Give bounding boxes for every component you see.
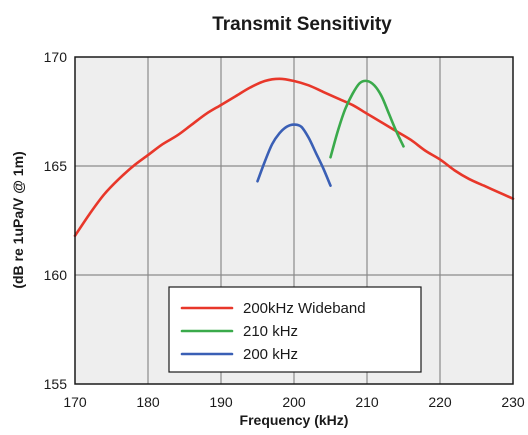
x-tick-label: 230 [501,394,525,410]
x-axis-label: Frequency (kHz) [240,412,349,428]
legend-label: 200kHz Wideband [243,300,366,317]
y-tick-label: 165 [44,158,68,174]
x-tick-label: 210 [355,394,379,410]
x-tick-label: 180 [136,394,160,410]
y-axis-label: (dB re 1uPa/V @ 1m) [10,151,26,288]
y-tick-label: 160 [44,267,68,283]
chart-title: Transmit Sensitivity [212,14,392,35]
x-tick-label: 220 [428,394,452,410]
legend-label: 200 kHz [243,346,298,363]
y-tick-labels: 155 160 165 170 [44,49,68,392]
series-line-0 [73,77,515,238]
legend-label: 210 kHz [243,323,298,340]
y-tick-label: 170 [44,49,68,65]
series-line-2 [256,123,332,187]
series-lines [73,77,515,238]
x-tick-label: 200 [282,394,306,410]
legend: 200kHz Wideband 210 kHz 200 kHz [168,286,422,373]
x-tick-labels: 170 180 190 200 210 220 230 [63,394,525,410]
x-tick-label: 190 [209,394,233,410]
y-tick-label: 155 [44,376,68,392]
x-tick-label: 170 [63,394,87,410]
legend-box [168,286,422,373]
plot-frame [74,56,514,385]
grid-lines [75,57,513,384]
series-line-1 [329,79,405,159]
